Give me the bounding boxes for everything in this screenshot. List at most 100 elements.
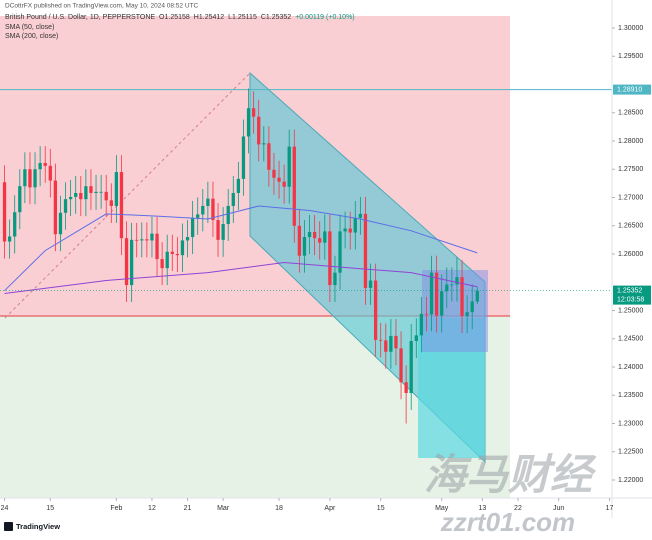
ohlc-value: H1.25412 [194, 14, 224, 21]
candle-body [399, 348, 403, 383]
candle-body [145, 239, 149, 241]
candle-body [292, 146, 296, 226]
y-tick-label: 1.23000 [618, 420, 643, 427]
price-axis [612, 0, 652, 498]
x-tick-label: Mar [217, 505, 230, 512]
candle-body [180, 240, 185, 256]
candle-body [43, 163, 47, 166]
candle-body [13, 212, 17, 237]
candle-body [94, 191, 98, 193]
ohlc-value: C1.25352 [261, 14, 291, 21]
candle-body [165, 251, 169, 269]
x-tick-label: 22 [514, 505, 522, 512]
sma-line [4, 261, 478, 294]
ohlc-value: +0.00119 (+0.10%) [295, 14, 354, 21]
candle-body [185, 237, 190, 241]
logo-icon [4, 522, 13, 531]
candle-body [48, 165, 52, 181]
candle-body [150, 233, 154, 241]
x-tick-label: 24 [1, 505, 9, 512]
x-tick-label: 15 [46, 505, 54, 512]
candle-body [246, 108, 251, 137]
y-tick-label: 1.29500 [618, 53, 643, 60]
publisher: DCottrFX published on TradingView.com, M… [5, 3, 198, 10]
candle-body [328, 231, 332, 286]
candle-body [251, 108, 256, 117]
candle-body [196, 214, 200, 218]
candle-body [74, 192, 78, 197]
ohlc-value: L1.25115 [228, 14, 257, 21]
candle-body [7, 236, 12, 242]
candle-body [160, 259, 164, 269]
candle-body [297, 225, 302, 256]
candle-body [104, 191, 108, 201]
x-tick-label: 15 [377, 505, 385, 512]
x-tick-label: May [435, 505, 449, 512]
price-label-box [613, 84, 651, 95]
candle-body [119, 172, 124, 239]
candle-body [277, 177, 281, 182]
y-tick-label: 1.25000 [618, 307, 643, 314]
y-tick-label: 1.26000 [618, 251, 643, 258]
candle-body [68, 196, 73, 200]
last-price-label: 1.25352 [617, 287, 642, 294]
candle-body [307, 231, 312, 238]
plot [0, 88, 612, 424]
candle-body [236, 178, 241, 193]
candle-body [190, 217, 195, 238]
x-tick-label: 18 [275, 505, 283, 512]
candle-body [140, 239, 144, 241]
candle-body [424, 313, 429, 315]
candle-body [384, 340, 388, 352]
candle-body [135, 239, 139, 241]
candle-body [267, 143, 271, 170]
candle-body [206, 198, 210, 206]
ohlc-value: O1.25158 [159, 14, 190, 21]
indicator-legend: SMA (50, close) [5, 24, 54, 31]
candle-body [23, 169, 27, 187]
watermark: 海马财经 [424, 451, 597, 498]
candle-body [394, 335, 398, 349]
candle-body [89, 186, 93, 193]
candle-body [363, 213, 368, 288]
candle-body [470, 301, 474, 313]
candle-body [343, 228, 347, 232]
candle-body [368, 280, 373, 288]
candle-body [124, 238, 129, 286]
candle-body [241, 136, 246, 179]
candle-body [440, 291, 444, 316]
candle-body [38, 163, 42, 170]
y-tick-label: 1.26500 [618, 223, 643, 230]
symbol-legend: British Pound / U.S. Dollar, 1D, PEPPERS… [5, 14, 355, 21]
y-tick-label: 1.24500 [618, 336, 643, 343]
candle-body [58, 212, 63, 235]
candle-body [450, 284, 454, 286]
candle-body [429, 272, 434, 315]
trend-line [4, 72, 251, 319]
candle-body [323, 231, 327, 243]
candle-body [414, 335, 418, 342]
candle-body [333, 272, 337, 286]
candle-body [221, 224, 225, 240]
candle-body [434, 272, 439, 316]
logo: TradingView [16, 522, 60, 531]
candle-body [419, 313, 424, 336]
candle-body [99, 191, 103, 193]
candle-body [302, 237, 307, 256]
candle-body [18, 186, 22, 213]
candle-body [318, 238, 322, 243]
indicator-legend: SMA (200, close) [5, 33, 58, 40]
candle-body [353, 217, 357, 233]
y-tick-label: 1.27500 [618, 166, 643, 173]
candle-body [109, 200, 113, 206]
candle-body [455, 277, 459, 285]
x-tick-label: 13 [478, 505, 486, 512]
candle-body [460, 277, 464, 317]
candle-body [114, 172, 119, 206]
x-tick-label: Apr [324, 505, 336, 512]
candle-body [201, 205, 205, 215]
candle-body [129, 239, 134, 286]
candle-body [373, 280, 378, 340]
candle-body [170, 251, 174, 254]
candle-body [404, 382, 408, 393]
